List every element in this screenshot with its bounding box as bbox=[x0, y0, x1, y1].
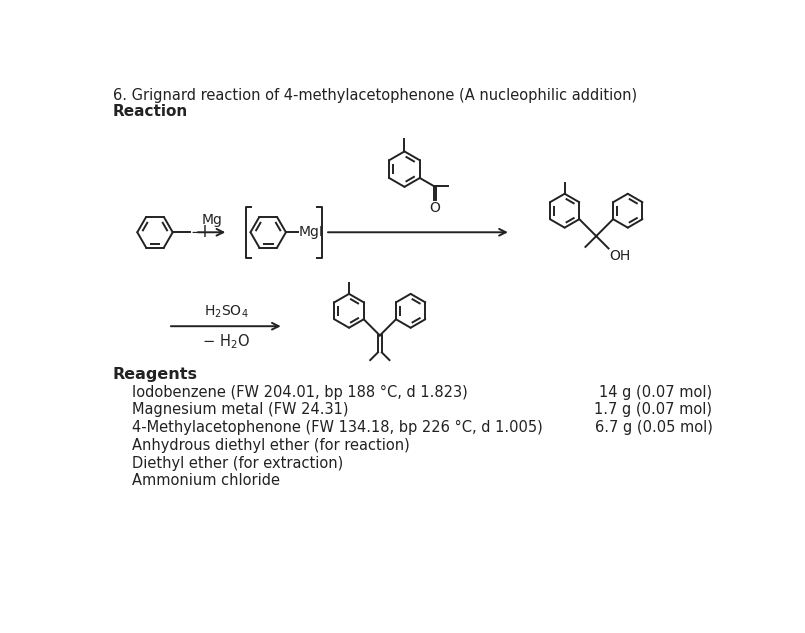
Text: $\mathregular{H_2SO_4}$: $\mathregular{H_2SO_4}$ bbox=[204, 304, 248, 320]
Text: OH: OH bbox=[609, 249, 630, 263]
Text: 6.7 g (0.05 mol): 6.7 g (0.05 mol) bbox=[595, 420, 712, 435]
Text: Iodobenzene (FW 204.01, bp 188 °C, d 1.823): Iodobenzene (FW 204.01, bp 188 °C, d 1.8… bbox=[132, 385, 468, 400]
Text: O: O bbox=[429, 201, 440, 215]
Text: Reagents: Reagents bbox=[113, 367, 198, 382]
Text: Ammonium chloride: Ammonium chloride bbox=[132, 473, 280, 488]
Text: 4-Methylacetophenone (FW 134.18, bp 226 °C, d 1.005): 4-Methylacetophenone (FW 134.18, bp 226 … bbox=[132, 420, 543, 435]
Text: Mg: Mg bbox=[201, 213, 222, 227]
Text: −I: −I bbox=[191, 225, 208, 240]
Text: Reaction: Reaction bbox=[113, 104, 188, 118]
Text: 1.7 g (0.07 mol): 1.7 g (0.07 mol) bbox=[594, 403, 712, 417]
Text: 14 g (0.07 mol): 14 g (0.07 mol) bbox=[600, 385, 712, 399]
Text: MgI: MgI bbox=[299, 225, 324, 239]
Text: Magnesium metal (FW 24.31): Magnesium metal (FW 24.31) bbox=[132, 403, 349, 417]
Text: 6. Grignard reaction of 4-methylacetophenone (A nucleophilic addition): 6. Grignard reaction of 4-methylacetophe… bbox=[113, 87, 637, 103]
Text: $\mathregular{-\ H_2O}$: $\mathregular{-\ H_2O}$ bbox=[202, 332, 250, 351]
Text: Anhydrous diethyl ether (for reaction): Anhydrous diethyl ether (for reaction) bbox=[132, 438, 410, 453]
Text: Diethyl ether (for extraction): Diethyl ether (for extraction) bbox=[132, 456, 343, 470]
